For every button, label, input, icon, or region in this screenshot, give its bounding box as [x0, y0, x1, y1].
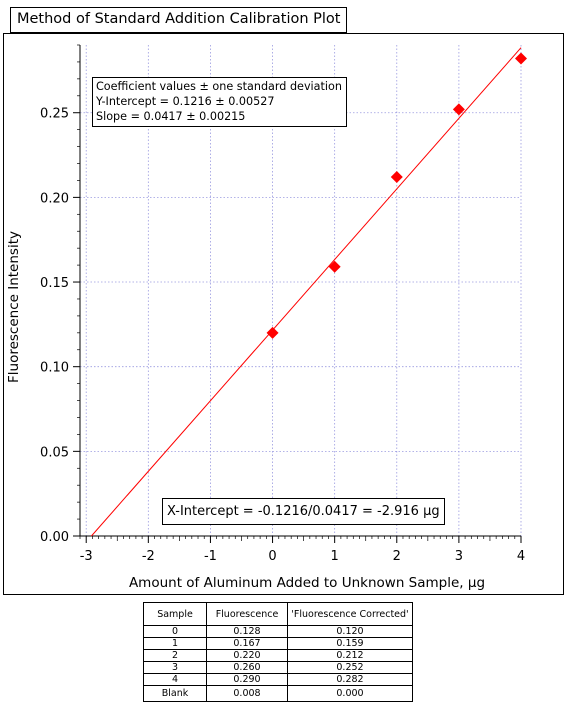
y-tick-label: 0.20	[40, 191, 69, 206]
table-cell: 0.000	[287, 685, 413, 702]
tick-labels: -3 -2 -1 0 1 2 3 4 0.00 0.05 0.10 0.15 0.20 0.25	[40, 107, 525, 564]
table-cell: 0.282	[287, 673, 413, 686]
table-cell: 0.167	[206, 637, 288, 650]
table-cell: 0.252	[287, 661, 413, 674]
table-cell: 0.290	[206, 673, 288, 686]
table-row: 1 0.167 0.159	[143, 637, 413, 650]
x-tick-label: -1	[204, 549, 217, 564]
fit-line	[91, 47, 522, 537]
x-axis-label: Amount of Aluminum Added to Unknown Samp…	[129, 575, 485, 591]
header-fluorescence-corrected: 'Fluorescence Corrected'	[287, 602, 413, 626]
chart-title: Method of Standard Addition Calibration …	[10, 7, 348, 33]
coefficient-annotation: Coefficient values ± one standard deviat…	[92, 77, 347, 127]
y-tick-label: 0.05	[40, 445, 69, 460]
data-point	[452, 103, 465, 116]
table-header-row: Sample Fluorescence 'Fluorescence Correc…	[143, 602, 413, 626]
x-tick-label: 4	[517, 549, 525, 564]
table-cell: 0.128	[206, 625, 288, 638]
x-tick-label: -3	[80, 549, 93, 564]
x-intercept-annotation: X-Intercept = -0.1216/0.0417 = -2.916 µg	[162, 498, 445, 525]
table-cell: 2	[143, 649, 207, 662]
x-tick-label: 1	[331, 549, 339, 564]
table-cell: 0	[143, 625, 207, 638]
x-tick-label: -2	[142, 549, 155, 564]
data-point	[328, 260, 341, 273]
table-cell: 0.159	[287, 637, 413, 650]
table-cell: Blank	[143, 685, 207, 702]
y-tick-label: 0.15	[40, 276, 69, 291]
x-tick-label: 0	[268, 549, 276, 564]
table-row: 2 0.220 0.212	[143, 649, 413, 662]
fit-line-group	[91, 47, 522, 537]
header-sample: Sample	[143, 602, 207, 626]
table-cell: 0.120	[287, 625, 413, 638]
table-cell: 4	[143, 673, 207, 686]
data-point	[390, 171, 403, 184]
table-row: 3 0.260 0.252	[143, 661, 413, 674]
coefficient-header: Coefficient values ± one standard deviat…	[96, 80, 342, 93]
data-table: Sample Fluorescence 'Fluorescence Correc…	[143, 602, 413, 702]
table-cell: 0.260	[206, 661, 288, 674]
table-row-blank: Blank 0.008 0.000	[143, 685, 413, 702]
table-cell: 1	[143, 637, 207, 650]
axes	[73, 44, 522, 543]
y-tick-label: 0.00	[40, 530, 69, 545]
data-point	[515, 52, 527, 65]
table-cell: 0.212	[287, 649, 413, 662]
plot-frame	[3, 33, 564, 595]
x-tick-label: 2	[393, 549, 401, 564]
y-tick-label: 0.10	[40, 361, 69, 376]
table-cell: 3	[143, 661, 207, 674]
x-tick-label: 3	[455, 549, 463, 564]
table-row: 0 0.128 0.120	[143, 625, 413, 638]
y-intercept-text: Y-Intercept = 0.1216 ± 0.00527	[96, 95, 275, 108]
header-fluorescence: Fluorescence	[206, 602, 288, 626]
table-cell: 0.220	[206, 649, 288, 662]
slope-text: Slope = 0.0417 ± 0.00215	[96, 110, 246, 123]
table-row: 4 0.290 0.282	[143, 673, 413, 686]
data-points	[266, 52, 527, 339]
data-point	[266, 326, 279, 339]
y-tick-label: 0.25	[40, 107, 69, 122]
table-cell: 0.008	[206, 685, 288, 702]
calibration-plot: -3 -2 -1 0 1 2 3 4 0.00 0.05 0.10 0.15 0.20 0.25 Amou…	[6, 44, 527, 591]
y-axis-label: Fluorescence Intensity	[6, 231, 22, 383]
